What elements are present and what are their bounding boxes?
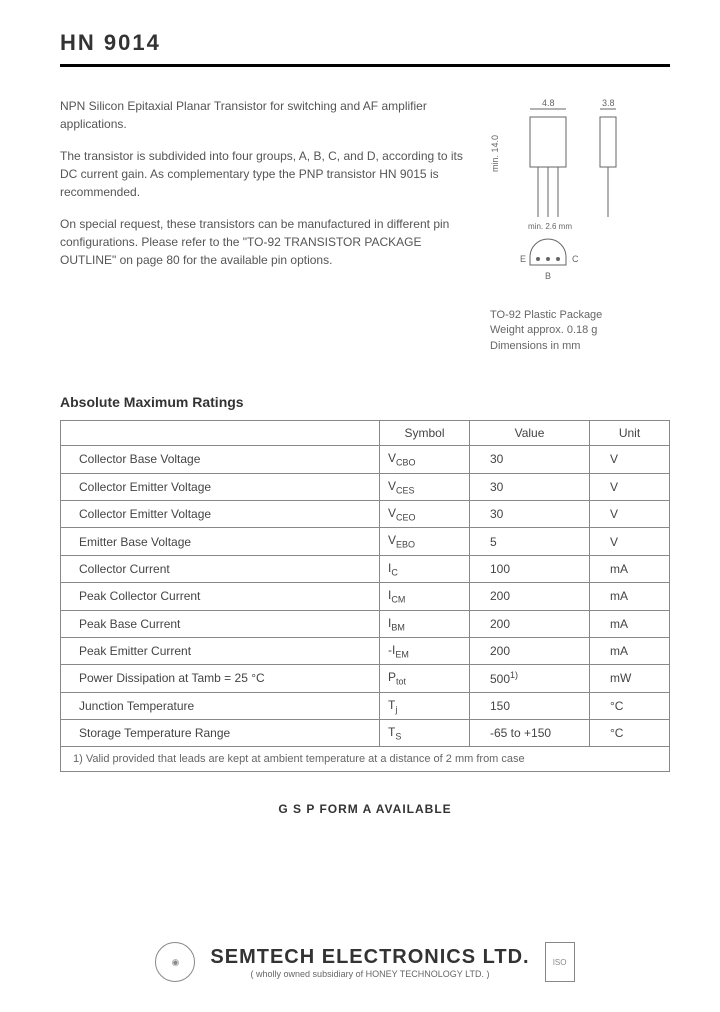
company-logo-icon: ◉ <box>155 942 195 982</box>
cell-parameter: Collector Emitter Voltage <box>61 473 380 500</box>
cell-symbol: IC <box>380 555 470 582</box>
package-diagram-area: 4.8 3.8 min. 14.0 min. 2.6 mm E C B TO-9… <box>490 97 670 354</box>
cell-value: 200 <box>470 610 590 637</box>
svg-text:B: B <box>545 271 551 281</box>
cell-symbol: VCBO <box>380 446 470 473</box>
cell-parameter: Peak Collector Current <box>61 583 380 610</box>
ratings-table: Symbol Value Unit Collector Base Voltage… <box>60 420 670 747</box>
cell-symbol: -IEM <box>380 637 470 664</box>
cell-unit: V <box>590 446 670 473</box>
intro-section: NPN Silicon Epitaxial Planar Transistor … <box>60 97 670 354</box>
cell-value: 5001) <box>470 665 590 692</box>
cell-unit: °C <box>590 720 670 747</box>
cell-unit: V <box>590 528 670 555</box>
part-number-title: HN 9014 <box>60 30 670 56</box>
svg-text:min. 2.6 mm: min. 2.6 mm <box>528 222 572 231</box>
svg-text:E: E <box>520 254 526 264</box>
cell-parameter: Junction Temperature <box>61 692 380 719</box>
table-row: Collector Base VoltageVCBO30V <box>61 446 670 473</box>
cell-parameter: Power Dissipation at Tamb = 25 °C <box>61 665 380 692</box>
svg-text:4.8: 4.8 <box>542 98 555 108</box>
table-row: Junction TemperatureTj150°C <box>61 692 670 719</box>
cell-symbol: VCEO <box>380 500 470 527</box>
cell-symbol: ICM <box>380 583 470 610</box>
cell-parameter: Emitter Base Voltage <box>61 528 380 555</box>
company-name: SEMTECH ELECTRONICS LTD. <box>210 946 529 969</box>
table-row: Power Dissipation at Tamb = 25 °CPtot500… <box>61 665 670 692</box>
cell-parameter: Storage Temperature Range <box>61 720 380 747</box>
gsp-notice: G S P FORM A AVAILABLE <box>60 802 670 816</box>
cell-symbol: VEBO <box>380 528 470 555</box>
table-row: Peak Collector CurrentICM200mA <box>61 583 670 610</box>
cell-parameter: Collector Base Voltage <box>61 446 380 473</box>
intro-paragraph-3: On special request, these transistors ca… <box>60 215 470 269</box>
cell-unit: mA <box>590 583 670 610</box>
ratings-title: Absolute Maximum Ratings <box>60 394 670 410</box>
col-value: Value <box>470 421 590 446</box>
table-header-row: Symbol Value Unit <box>61 421 670 446</box>
ratings-footnote: 1) Valid provided that leads are kept at… <box>60 747 670 772</box>
cell-unit: V <box>590 473 670 500</box>
cell-value: 30 <box>470 473 590 500</box>
cell-parameter: Peak Emitter Current <box>61 637 380 664</box>
table-row: Collector Emitter VoltageVCEO30V <box>61 500 670 527</box>
cell-unit: mA <box>590 610 670 637</box>
cell-value: 30 <box>470 446 590 473</box>
intro-paragraph-1: NPN Silicon Epitaxial Planar Transistor … <box>60 97 470 133</box>
certification-icon: ISO <box>545 942 575 982</box>
cell-unit: °C <box>590 692 670 719</box>
col-parameter <box>61 421 380 446</box>
cell-parameter: Collector Emitter Voltage <box>61 500 380 527</box>
cell-symbol: Ptot <box>380 665 470 692</box>
page-footer: ◉ SEMTECH ELECTRONICS LTD. ( wholly owne… <box>60 942 670 982</box>
cell-value: 150 <box>470 692 590 719</box>
cell-symbol: Tj <box>380 692 470 719</box>
package-dims: Dimensions in mm <box>490 339 670 354</box>
cell-parameter: Collector Current <box>61 555 380 582</box>
header-rule <box>60 64 670 67</box>
to92-package-icon: 4.8 3.8 min. 14.0 min. 2.6 mm E C B <box>490 97 660 287</box>
cell-parameter: Peak Base Current <box>61 610 380 637</box>
cell-value: 200 <box>470 583 590 610</box>
table-row: Peak Base CurrentIBM200mA <box>61 610 670 637</box>
table-row: Peak Emitter Current-IEM200mA <box>61 637 670 664</box>
cell-unit: mW <box>590 665 670 692</box>
cell-symbol: VCES <box>380 473 470 500</box>
cell-value: 30 <box>470 500 590 527</box>
package-type: TO-92 Plastic Package <box>490 308 670 323</box>
table-row: Emitter Base VoltageVEBO5V <box>61 528 670 555</box>
intro-text: NPN Silicon Epitaxial Planar Transistor … <box>60 97 470 354</box>
footer-text: SEMTECH ELECTRONICS LTD. ( wholly owned … <box>210 946 529 979</box>
svg-text:3.8: 3.8 <box>602 98 615 108</box>
cell-unit: mA <box>590 637 670 664</box>
table-row: Collector CurrentIC100mA <box>61 555 670 582</box>
svg-text:C: C <box>572 254 579 264</box>
cell-unit: mA <box>590 555 670 582</box>
cell-value: 5 <box>470 528 590 555</box>
package-caption: TO-92 Plastic Package Weight approx. 0.1… <box>490 308 670 354</box>
svg-text:min. 14.0: min. 14.0 <box>490 135 500 172</box>
cell-unit: V <box>590 500 670 527</box>
col-symbol: Symbol <box>380 421 470 446</box>
cell-symbol: IBM <box>380 610 470 637</box>
table-row: Collector Emitter VoltageVCES30V <box>61 473 670 500</box>
cell-value: 100 <box>470 555 590 582</box>
cell-value: 200 <box>470 637 590 664</box>
col-unit: Unit <box>590 421 670 446</box>
company-subsidiary: ( wholly owned subsidiary of HONEY TECHN… <box>210 969 529 979</box>
table-row: Storage Temperature RangeTS-65 to +150°C <box>61 720 670 747</box>
package-weight: Weight approx. 0.18 g <box>490 323 670 338</box>
cell-value: -65 to +150 <box>470 720 590 747</box>
intro-paragraph-2: The transistor is subdivided into four g… <box>60 147 470 201</box>
cell-symbol: TS <box>380 720 470 747</box>
